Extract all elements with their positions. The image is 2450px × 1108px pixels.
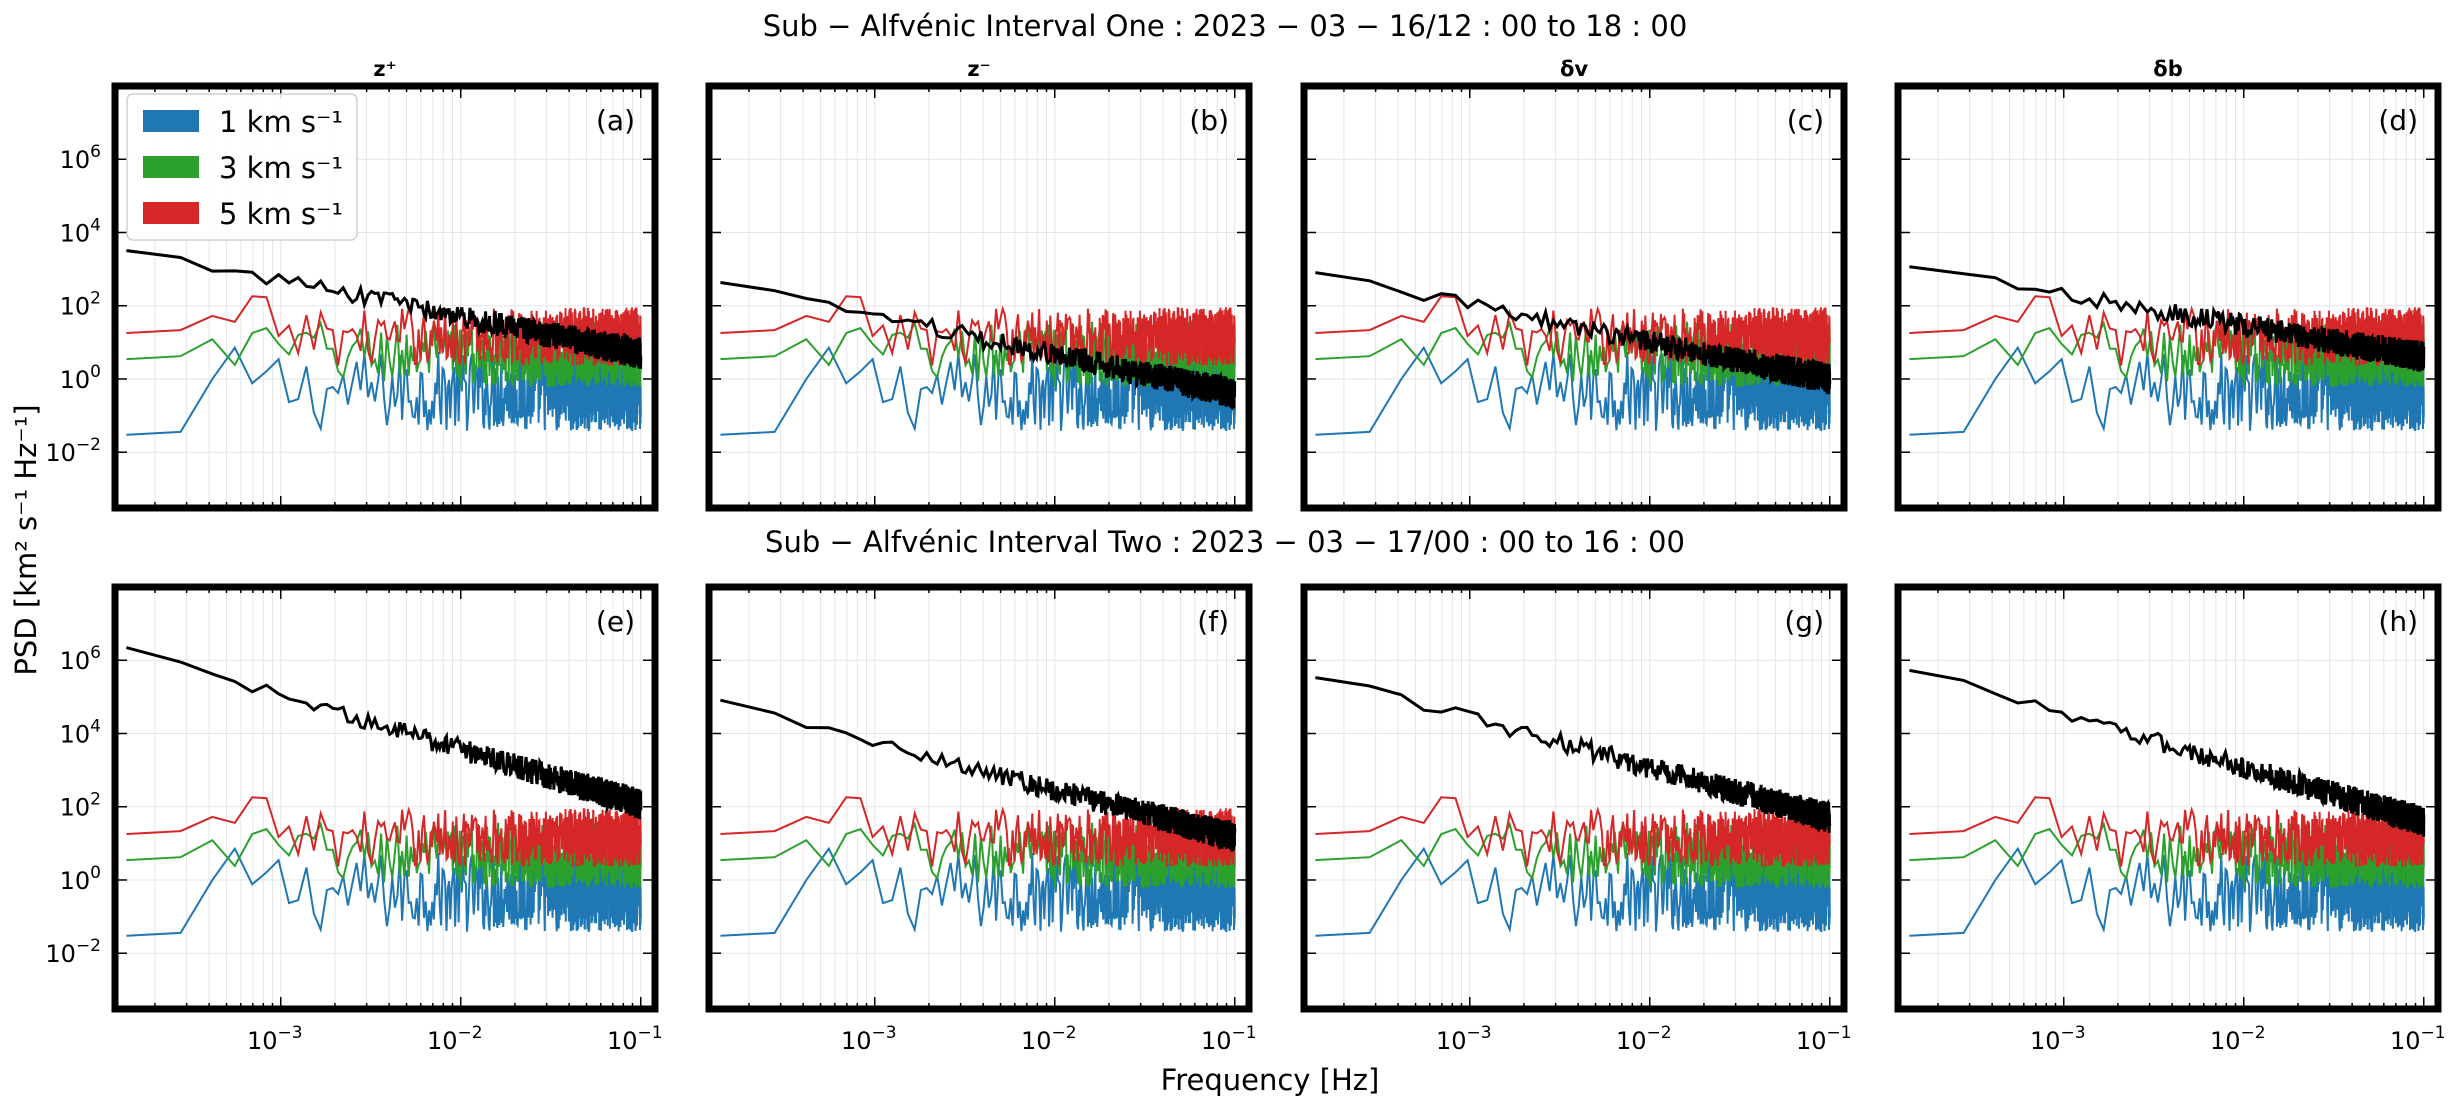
grid — [709, 86, 1249, 508]
panel-frame — [1894, 82, 2442, 512]
x-tick-label: 10−1 — [607, 1023, 663, 1055]
panel-frame — [705, 82, 1253, 512]
grid — [1898, 587, 2438, 1009]
ticks — [709, 86, 1249, 508]
ticks — [1898, 86, 2438, 508]
title-row2: Sub − Alfvénic Interval Two : 2023 − 03 … — [765, 525, 1685, 559]
signal-line — [1909, 668, 2426, 837]
x-tick-label: 10−2 — [1616, 1023, 1672, 1055]
panel-e: (e) 10−2 100 102 104 106 10−3 10−2 10−1 — [45, 583, 663, 1055]
panel-title: z⁺ — [373, 57, 396, 81]
series-group — [720, 281, 1237, 436]
series-group — [720, 698, 1237, 937]
series-line — [1909, 796, 2425, 867]
grid — [709, 587, 1249, 1009]
legend-label: 3 km s⁻¹ — [219, 151, 343, 185]
legend-label: 5 km s⁻¹ — [219, 197, 343, 231]
panel-letter: (f) — [1197, 605, 1229, 638]
panel-letter: (g) — [1784, 605, 1824, 638]
y-axis-label: PSD [km² s⁻¹ Hz⁻¹] — [9, 404, 43, 675]
series-line — [720, 295, 1236, 366]
panel-g: (g) 10−3 10−2 10−1 — [1300, 583, 1852, 1055]
y-tick-label: 106 — [60, 643, 101, 675]
signal-line — [720, 698, 1237, 852]
panel-letter: (d) — [2378, 104, 2418, 137]
ticks — [115, 587, 655, 1009]
series-line — [1315, 295, 1831, 366]
panel-c: (c) δv — [1300, 57, 1848, 512]
panel-title: z⁻ — [967, 57, 990, 81]
panel-f: (f) 10−3 10−2 10−1 — [705, 583, 1257, 1055]
x-tick-label: 10−1 — [1796, 1023, 1852, 1055]
y-tick-label: 102 — [60, 790, 101, 822]
panel-frame — [1300, 82, 1848, 512]
panel-letter: (c) — [1787, 104, 1824, 137]
x-tick-label: 10−1 — [2390, 1023, 2446, 1055]
y-tick-label: 10−2 — [45, 435, 101, 467]
grid — [1898, 86, 2438, 508]
x-tick-label: 10−1 — [1201, 1023, 1257, 1055]
series-group — [126, 249, 643, 436]
title-row1: Sub − Alfvénic Interval One : 2023 − 03 … — [763, 9, 1688, 43]
x-axis-label: Frequency [Hz] — [1161, 1063, 1380, 1097]
y-tick-label: 102 — [60, 289, 101, 321]
signal-line — [126, 646, 643, 820]
series-group — [126, 646, 643, 937]
series-line — [1315, 796, 1831, 867]
legend-swatch — [143, 156, 199, 178]
series-group — [1909, 265, 2426, 436]
signal-line — [126, 249, 643, 369]
legend-swatch — [143, 202, 199, 224]
panel-frame — [1300, 583, 1848, 1013]
x-tick-label: 10−2 — [2210, 1023, 2266, 1055]
x-tick-label: 10−3 — [247, 1023, 303, 1055]
x-tick-label: 10−3 — [1436, 1023, 1492, 1055]
panel-b: (b) z⁻ — [705, 57, 1253, 512]
signal-line — [1909, 265, 2426, 372]
panel-letter: (h) — [2378, 605, 2418, 638]
panel-frame — [111, 583, 659, 1013]
y-tick-label: 10−2 — [45, 936, 101, 968]
legend-label: 1 km s⁻¹ — [219, 105, 343, 139]
y-tick-label: 104 — [60, 716, 101, 748]
panel-title: δv — [1560, 57, 1588, 81]
panels-grid: (a) z⁺ 10−2 100 102 104 106 (b) z⁻ (c) δv (d) δb (e) 1… — [45, 57, 2445, 1055]
series-line — [1909, 295, 2425, 366]
series-line — [126, 796, 642, 867]
grid — [1304, 86, 1844, 508]
y-tick-label: 106 — [60, 142, 101, 174]
y-tick-label: 104 — [60, 215, 101, 247]
grid — [115, 587, 655, 1009]
series-group — [1315, 676, 1832, 937]
signal-line — [1315, 271, 1832, 395]
legend: 1 km s⁻¹ 3 km s⁻¹ 5 km s⁻¹ — [126, 93, 358, 241]
ticks — [709, 587, 1249, 1009]
signal-line — [720, 281, 1237, 411]
panel-letter: (b) — [1189, 104, 1229, 137]
panel-frame — [705, 583, 1253, 1013]
legend-swatch — [143, 110, 199, 132]
signal-line — [1315, 676, 1832, 833]
panel-frame — [1894, 583, 2442, 1013]
panel-letter: (e) — [596, 605, 635, 638]
y-tick-label: 100 — [60, 362, 101, 394]
series-group — [1909, 668, 2426, 937]
x-tick-label: 10−2 — [1021, 1023, 1077, 1055]
panel-title: δb — [2153, 57, 2182, 81]
x-tick-label: 10−3 — [2030, 1023, 2086, 1055]
series-group — [1315, 271, 1832, 436]
x-tick-label: 10−3 — [841, 1023, 897, 1055]
panel-d: (d) δb — [1894, 57, 2442, 512]
panel-letter: (a) — [596, 104, 635, 137]
panel-h: (h) 10−3 10−2 10−1 — [1894, 583, 2446, 1055]
y-tick-label: 100 — [60, 863, 101, 895]
panel-frame — [111, 82, 659, 512]
x-tick-label: 10−2 — [427, 1023, 483, 1055]
ticks — [1304, 86, 1844, 508]
